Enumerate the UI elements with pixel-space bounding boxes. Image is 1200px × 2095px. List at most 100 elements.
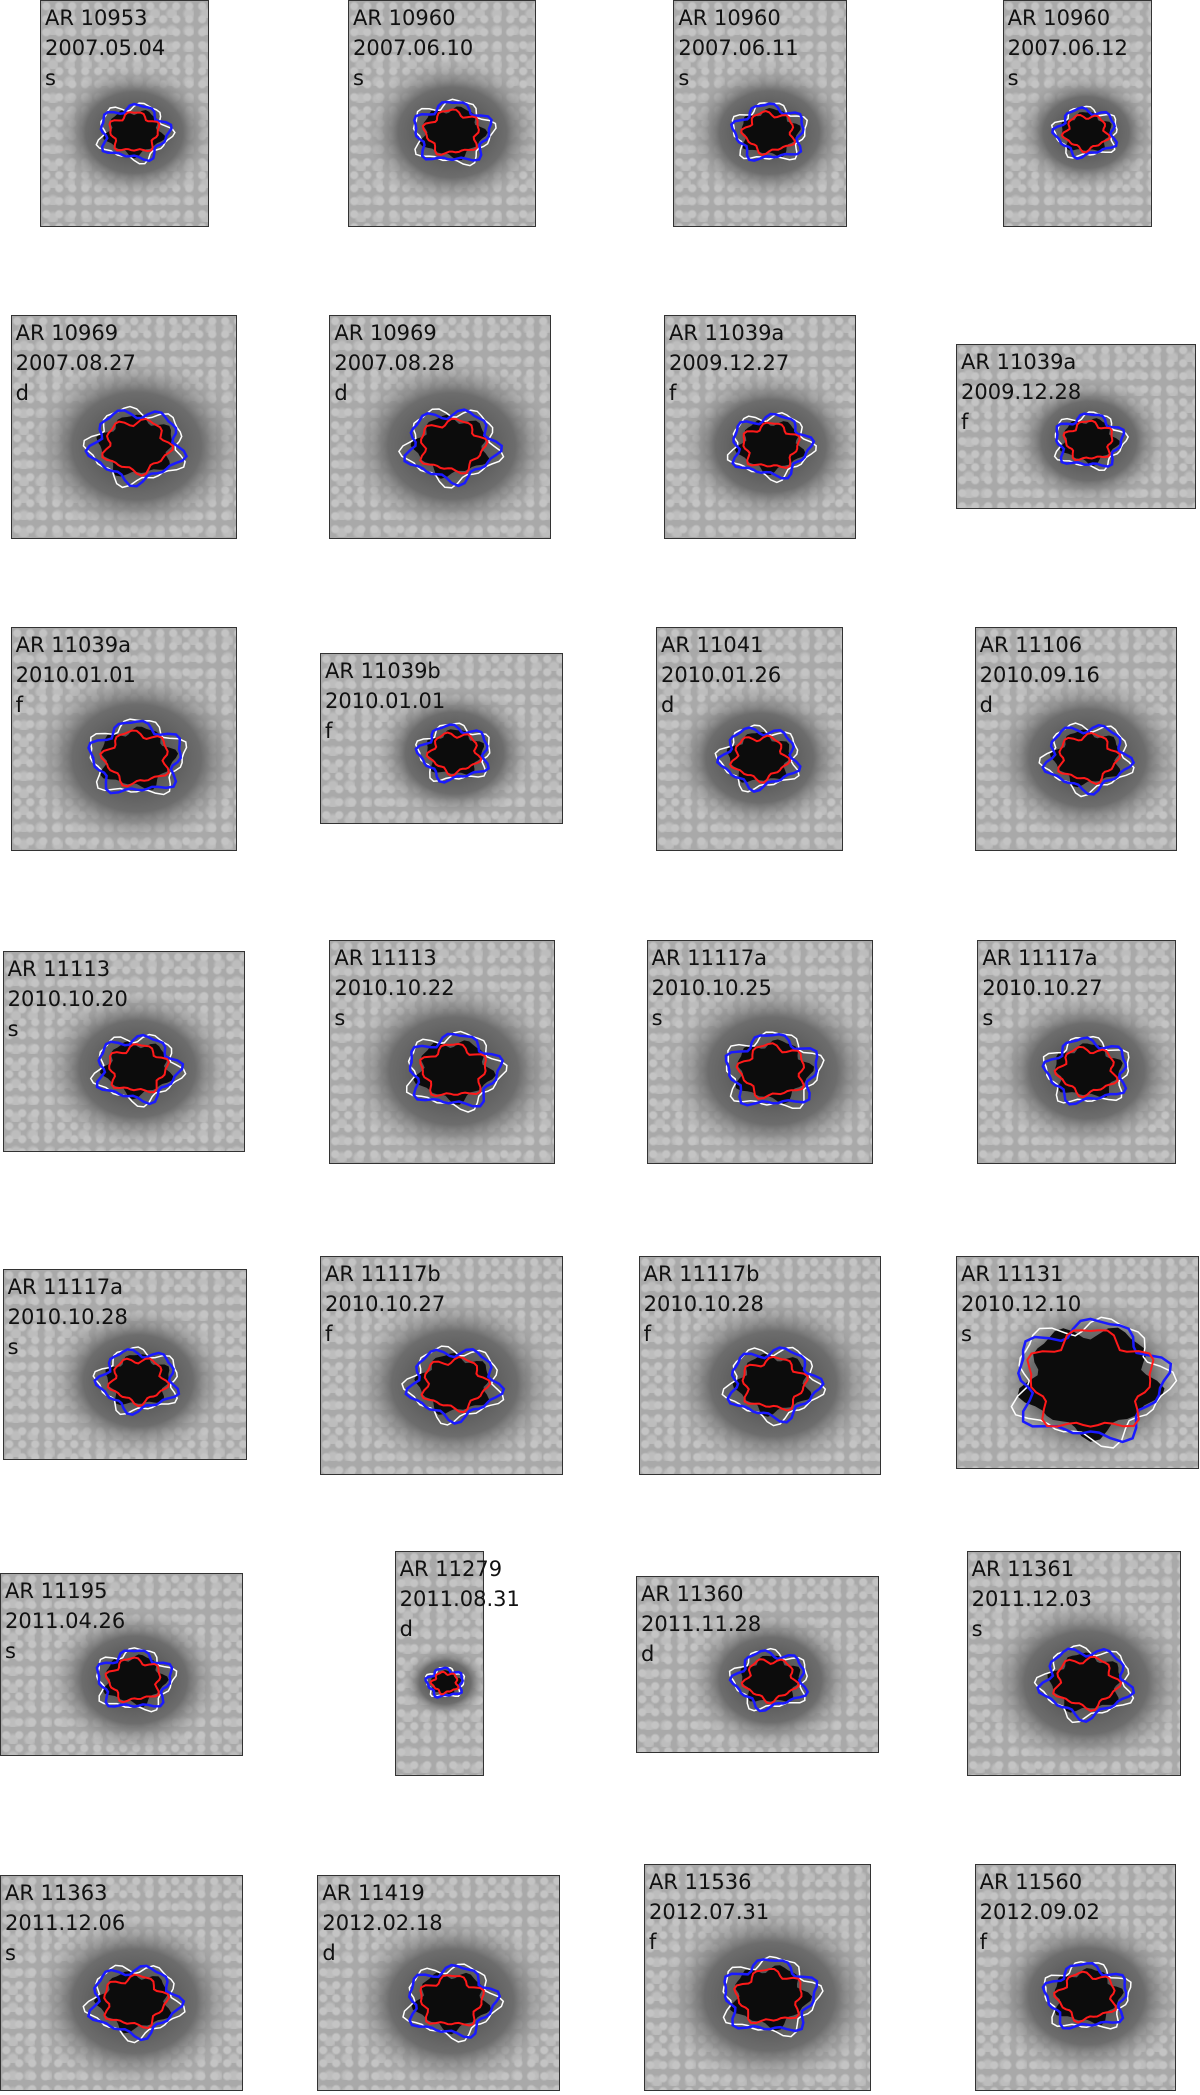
contour-red <box>106 1357 170 1408</box>
panel-region: AR 11041 <box>661 632 764 657</box>
panel-region: AR 11419 <box>322 1880 425 1905</box>
panel-label: AR 11117b 2010.10.27 f <box>325 1259 445 1349</box>
sunspot-image <box>989 1915 1177 2077</box>
contour-red <box>733 1968 803 2025</box>
sunspot-image <box>348 1914 556 2088</box>
sunspot-image <box>345 357 552 535</box>
contour-blue <box>86 1964 186 2041</box>
sunspot-panel: AR 11363 2011.12.06 s <box>0 1874 243 2091</box>
panel-date: 2010.12.10 <box>961 1292 1082 1316</box>
panel-type: d <box>641 1642 655 1666</box>
contour-blue <box>95 1033 184 1105</box>
contour-white <box>406 1030 509 1113</box>
panel-date: 2010.01.26 <box>661 662 782 687</box>
panel-type: d <box>399 1616 413 1641</box>
panel-region: AR 10960 <box>353 6 456 30</box>
sunspot-image <box>1009 374 1169 508</box>
panel-label: AR 10969 2007.08.27 d <box>16 318 136 408</box>
sunspot-panel: AR 11117a 2010.10.27 s <box>977 940 1177 1164</box>
sunspot-image <box>401 1646 485 1719</box>
contour-white <box>401 1345 505 1426</box>
contour-blue <box>83 408 188 488</box>
contour-red <box>1026 1329 1155 1428</box>
panel-label: AR 11360 2011.11.28 d <box>641 1579 761 1669</box>
panel-date: 2010.10.27 <box>982 976 1103 1000</box>
panel-label: AR 10960 2007.06.10 s <box>353 3 473 93</box>
contour-blue <box>716 725 802 793</box>
contour-blue <box>1041 1036 1128 1106</box>
panel-region: AR 11117b <box>325 1262 441 1286</box>
panel-type: f <box>669 380 677 405</box>
panel-region: AR 11117a <box>982 946 1098 970</box>
panel-date: 2011.12.06 <box>5 1910 126 1935</box>
panel-region: AR 11195 <box>5 1579 108 1604</box>
contour-red <box>419 417 490 475</box>
panel-date: 2007.06.10 <box>353 36 474 60</box>
contour-red <box>740 1658 800 1705</box>
contour-blue <box>1035 1647 1135 1723</box>
contour-blue <box>723 1958 819 2033</box>
sunspot-image <box>988 1295 1193 1467</box>
panel-region: AR 10960 <box>1007 6 1111 30</box>
panel-date: 2007.06.11 <box>678 36 799 60</box>
panel-date: 2011.08.31 <box>399 1586 520 1611</box>
panel-type: s <box>5 1639 16 1664</box>
panel-date: 2010.10.25 <box>651 976 772 1000</box>
contour-blue <box>1041 1962 1128 2030</box>
panel-region: AR 10953 <box>45 6 148 30</box>
umbra <box>96 414 173 477</box>
panel-region: AR 11363 <box>5 1880 108 1905</box>
umbra <box>1017 1327 1165 1442</box>
sunspot-image <box>989 676 1179 839</box>
panel-label: AR 11279 2011.08.31 d <box>400 1554 520 1644</box>
panel-label: AR 11560 2012.09.02 f <box>980 1867 1100 1957</box>
panel-type: d <box>334 380 348 405</box>
sunspot-panel: AR 10969 2007.08.28 d <box>329 314 552 539</box>
panel-date: 2009.12.27 <box>669 350 790 375</box>
contour-white <box>1043 1961 1132 2030</box>
contour-red <box>735 1042 805 1100</box>
sunspot-panel: AR 11117b 2010.10.27 f <box>320 1256 563 1475</box>
sunspot-panel: AR 11536 2012.07.31 f <box>644 1864 872 2091</box>
panel-region: AR 11360 <box>641 1582 744 1606</box>
contour-red <box>103 1973 171 2029</box>
panel-type: s <box>971 1616 983 1641</box>
panel-label: AR 11113 2010.10.20 s <box>8 954 128 1044</box>
sunspot-image <box>982 1596 1183 1769</box>
sunspot-panel: AR 10960 2007.06.11 s <box>673 0 848 227</box>
panel-date: 2010.10.28 <box>7 1305 128 1330</box>
panel-region: AR 11117a <box>7 1275 123 1300</box>
sunspot-panel: AR 11117a 2010.10.28 s <box>2 1269 247 1460</box>
sunspot-image <box>28 668 239 848</box>
panel-date: 2010.01.01 <box>15 662 136 687</box>
panel-label: AR 11131 2010.12.10 s <box>961 1259 1081 1349</box>
contour-red <box>1051 1655 1122 1712</box>
panel-type: s <box>982 1006 994 1030</box>
sunspot-panel: AR 11117a 2010.10.25 s <box>646 940 875 1164</box>
contour-white <box>89 717 187 795</box>
sunspot-image <box>46 1607 223 1754</box>
panel-label: AR 11041 2010.01.26 d <box>661 630 781 720</box>
panel-label: AR 11039b 2010.01.01 f <box>325 656 445 746</box>
panel-date: 2007.05.04 <box>45 36 166 60</box>
panel-type: s <box>334 1006 346 1030</box>
panel-type: d <box>661 692 675 717</box>
umbra <box>735 1039 814 1104</box>
sunspot-panel: AR 11560 2012.09.02 f <box>974 1864 1177 2091</box>
panel-region: AR 11131 <box>961 1262 1064 1286</box>
contour-red <box>108 111 161 153</box>
contour-white <box>82 1964 186 2044</box>
sunspot-panel: AR 11131 2010.12.10 s <box>956 1256 1199 1470</box>
sunspot-panel: AR 10953 2007.05.04 s <box>40 0 211 227</box>
sunspot-panel: AR 11041 2010.01.26 d <box>656 626 844 851</box>
umbra <box>426 729 485 776</box>
contour-blue <box>92 1348 180 1417</box>
panel-region: AR 10960 <box>678 6 781 30</box>
sunspot-panel: AR 11117b 2010.10.28 f <box>638 1256 882 1475</box>
umbra <box>740 1655 801 1702</box>
sunspot-panel: AR 11039a 2009.12.28 f <box>956 344 1196 510</box>
panel-region: AR 11039a <box>961 350 1077 374</box>
sunspot-panel: AR 11113 2010.10.22 s <box>329 940 556 1164</box>
sunspot-image <box>1014 72 1153 193</box>
contour-red <box>742 421 801 469</box>
